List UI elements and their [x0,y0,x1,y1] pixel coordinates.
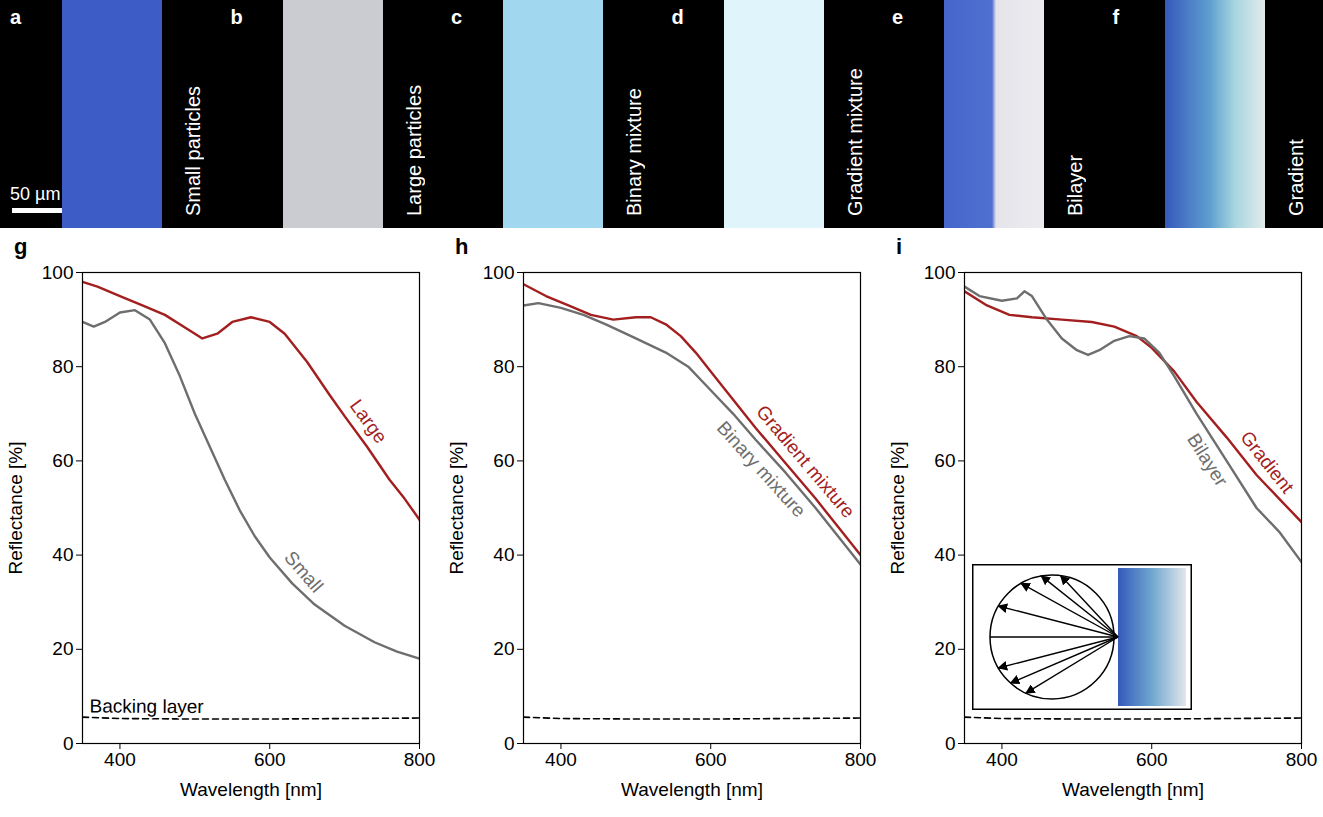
svg-text:Wavelength [nm]: Wavelength [nm] [621,779,763,800]
svg-text:100: 100 [42,262,74,283]
svg-text:20: 20 [52,638,73,659]
html-text:d: d [671,6,684,28]
html-text:Binary mixture: Binary mixture [623,88,645,216]
svg-text:80: 80 [493,356,514,377]
svg-text:40: 40 [493,544,514,565]
svg-text:40: 40 [934,544,955,565]
html-text:c: c [451,6,463,28]
svg-text:Reflectance [%]: Reflectance [%] [446,441,467,574]
svg-text:Backing layer: Backing layer [90,695,205,717]
svg-text:Gradient mixture: Gradient mixture [752,401,860,522]
html-text:a: a [10,6,22,28]
svg-text:80: 80 [52,356,73,377]
svg-text:60: 60 [934,450,955,471]
svg-text:800: 800 [404,749,436,770]
svg-text:Large: Large [346,395,392,447]
svg-text:400: 400 [104,749,136,770]
html-text:50 µm: 50 µm [10,184,61,204]
svg-text:800: 800 [1286,749,1318,770]
html-text:Gradient mixture: Gradient mixture [843,68,866,216]
html-text:Small particles: Small particles [182,86,204,216]
svg-text:Gradient: Gradient [1236,427,1298,498]
svg-text:Small: Small [280,547,327,597]
svg-text:600: 600 [254,749,286,770]
svg-text:Wavelength [nm]: Wavelength [nm] [1062,779,1204,800]
svg-text:20: 20 [934,638,955,659]
html-text:f: f [1112,6,1120,28]
svg-text:0: 0 [945,733,956,754]
svg-text:Binary mixture: Binary mixture [713,417,810,521]
svg-text:Reflectance [%]: Reflectance [%] [887,441,908,574]
svg-text:80: 80 [934,356,955,377]
svg-text:600: 600 [1136,749,1168,770]
svg-text:800: 800 [845,749,877,770]
html-text:b: b [230,6,243,28]
svg-text:0: 0 [63,733,74,754]
svg-text:0: 0 [504,733,515,754]
svg-text:60: 60 [52,450,73,471]
svg-text:100: 100 [483,262,515,283]
svg-text:400: 400 [545,749,577,770]
html-text:g: g [14,234,28,259]
html-text:Large particles: Large particles [402,84,425,216]
html-text:Bilayer: Bilayer [1064,154,1086,216]
svg-text:Bilayer: Bilayer [1183,430,1232,491]
html-text:e: e [892,6,904,28]
svg-text:400: 400 [986,749,1018,770]
svg-text:Reflectance [%]: Reflectance [%] [5,441,26,574]
html-text:Gradient: Gradient [1284,139,1307,216]
svg-text:20: 20 [493,638,514,659]
html-text:i: i [896,234,903,259]
svg-text:Wavelength [nm]: Wavelength [nm] [180,779,322,800]
svg-text:40: 40 [52,544,73,565]
svg-text:100: 100 [924,262,956,283]
html-text:h: h [455,234,469,259]
svg-text:600: 600 [695,749,727,770]
svg-text:60: 60 [493,450,514,471]
